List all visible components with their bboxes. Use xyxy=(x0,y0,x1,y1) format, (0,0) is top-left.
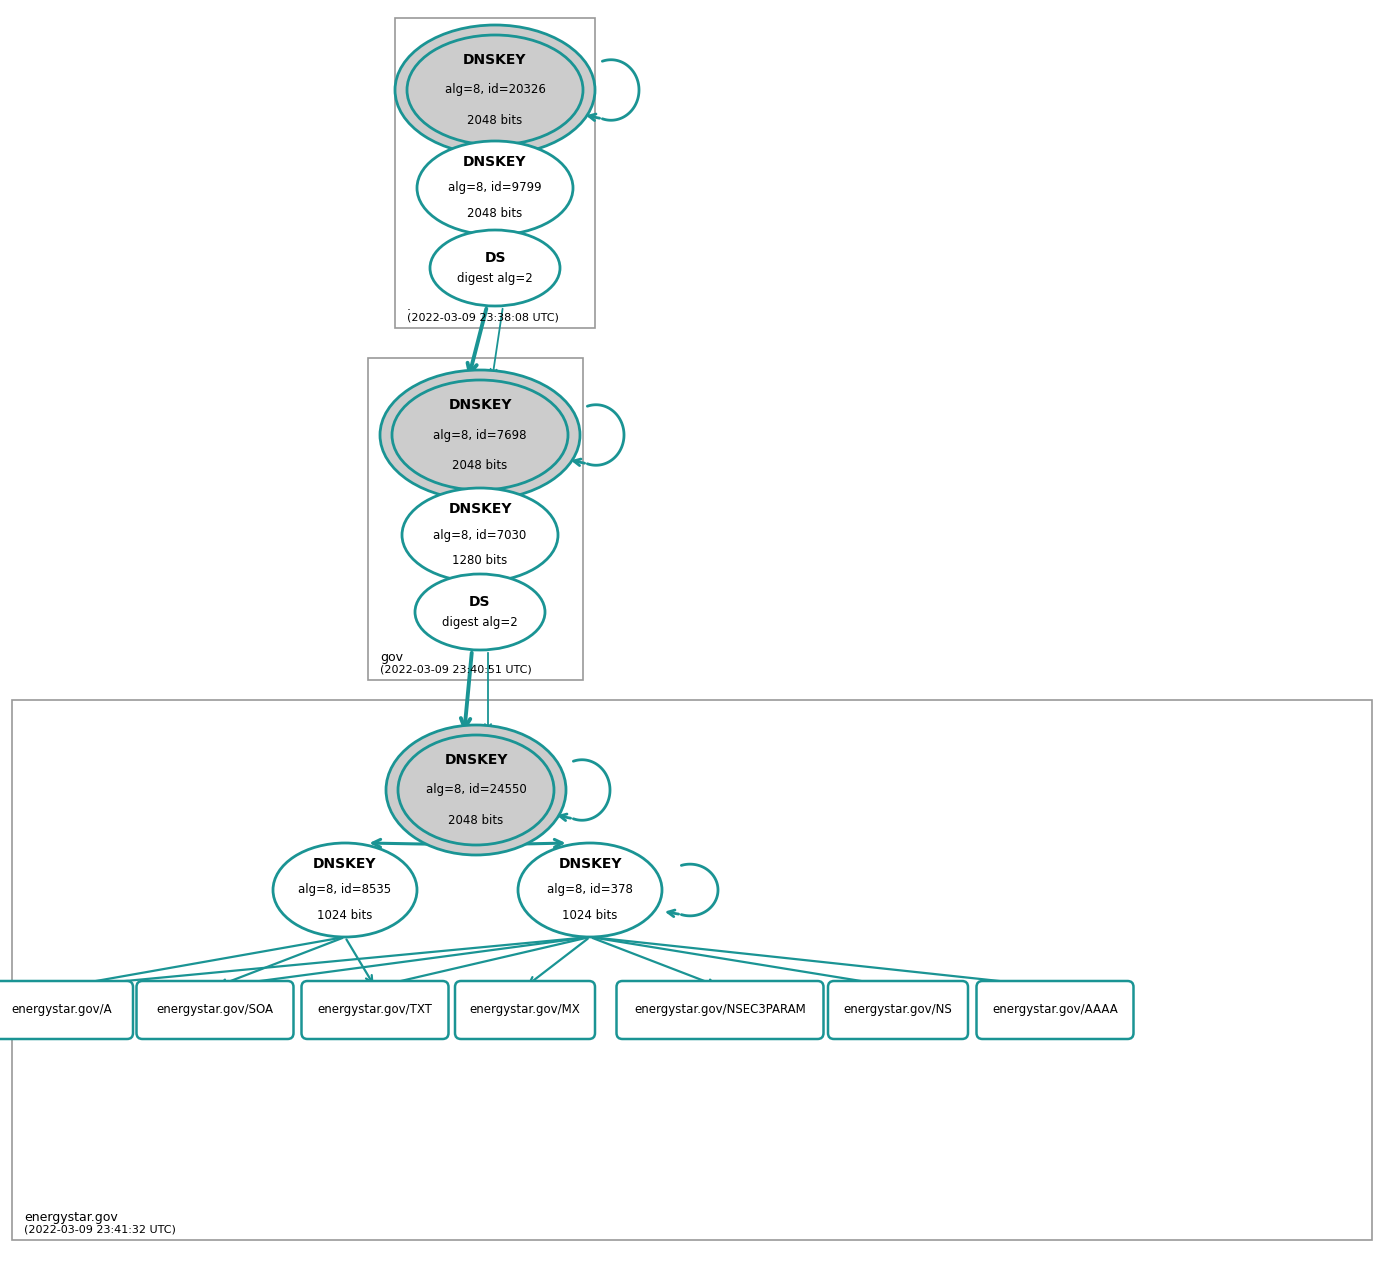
FancyBboxPatch shape xyxy=(13,700,1372,1240)
Text: DS: DS xyxy=(469,594,491,608)
Ellipse shape xyxy=(395,26,595,155)
Ellipse shape xyxy=(273,843,417,937)
Text: alg=8, id=24550: alg=8, id=24550 xyxy=(425,783,526,796)
Text: energystar.gov/NS: energystar.gov/NS xyxy=(844,1003,953,1016)
Ellipse shape xyxy=(416,574,546,651)
Text: energystar.gov: energystar.gov xyxy=(24,1212,118,1224)
Text: energystar.gov/SOA: energystar.gov/SOA xyxy=(157,1003,273,1016)
Text: 2048 bits: 2048 bits xyxy=(448,814,504,827)
Text: 2048 bits: 2048 bits xyxy=(467,114,523,127)
Text: DNSKEY: DNSKEY xyxy=(313,858,376,872)
Ellipse shape xyxy=(381,371,581,500)
Text: DNSKEY: DNSKEY xyxy=(463,155,527,169)
Ellipse shape xyxy=(417,141,574,235)
Text: (2022-03-09 23:38:08 UTC): (2022-03-09 23:38:08 UTC) xyxy=(407,313,558,323)
Text: 2048 bits: 2048 bits xyxy=(467,207,523,220)
Text: DNSKEY: DNSKEY xyxy=(463,52,527,66)
Text: energystar.gov/A: energystar.gov/A xyxy=(11,1003,112,1016)
Text: alg=8, id=378: alg=8, id=378 xyxy=(547,883,632,896)
Text: alg=8, id=7030: alg=8, id=7030 xyxy=(434,529,526,542)
Text: digest alg=2: digest alg=2 xyxy=(442,616,518,629)
Ellipse shape xyxy=(392,380,568,489)
Text: gov: gov xyxy=(381,652,403,665)
FancyBboxPatch shape xyxy=(828,982,968,1039)
Ellipse shape xyxy=(407,35,583,144)
Ellipse shape xyxy=(386,725,567,855)
Text: energystar.gov/NSEC3PARAM: energystar.gov/NSEC3PARAM xyxy=(634,1003,806,1016)
Text: alg=8, id=7698: alg=8, id=7698 xyxy=(434,428,527,441)
Text: alg=8, id=9799: alg=8, id=9799 xyxy=(448,181,541,194)
FancyBboxPatch shape xyxy=(455,982,595,1039)
Text: 1024 bits: 1024 bits xyxy=(562,910,618,923)
Text: 2048 bits: 2048 bits xyxy=(452,459,508,472)
FancyBboxPatch shape xyxy=(368,358,583,680)
FancyBboxPatch shape xyxy=(0,982,133,1039)
Text: 1024 bits: 1024 bits xyxy=(318,910,372,923)
FancyBboxPatch shape xyxy=(302,982,449,1039)
Text: energystar.gov/AAAA: energystar.gov/AAAA xyxy=(992,1003,1118,1016)
Text: energystar.gov/TXT: energystar.gov/TXT xyxy=(318,1003,432,1016)
Text: DNSKEY: DNSKEY xyxy=(448,502,512,516)
Text: alg=8, id=8535: alg=8, id=8535 xyxy=(298,883,392,896)
Text: .: . xyxy=(407,299,411,313)
Text: DNSKEY: DNSKEY xyxy=(445,753,508,767)
Text: DNSKEY: DNSKEY xyxy=(558,858,621,872)
Text: energystar.gov/MX: energystar.gov/MX xyxy=(470,1003,581,1016)
Text: alg=8, id=20326: alg=8, id=20326 xyxy=(445,83,546,97)
Text: (2022-03-09 23:41:32 UTC): (2022-03-09 23:41:32 UTC) xyxy=(24,1226,176,1235)
Ellipse shape xyxy=(397,735,554,845)
Ellipse shape xyxy=(518,843,662,937)
FancyBboxPatch shape xyxy=(395,18,595,328)
FancyBboxPatch shape xyxy=(137,982,294,1039)
Text: 1280 bits: 1280 bits xyxy=(452,555,508,567)
Ellipse shape xyxy=(429,230,560,305)
FancyBboxPatch shape xyxy=(977,982,1133,1039)
Text: digest alg=2: digest alg=2 xyxy=(457,272,533,285)
Text: DS: DS xyxy=(484,250,506,265)
Ellipse shape xyxy=(402,488,558,581)
FancyBboxPatch shape xyxy=(617,982,824,1039)
Text: DNSKEY: DNSKEY xyxy=(448,397,512,412)
Text: (2022-03-09 23:40:51 UTC): (2022-03-09 23:40:51 UTC) xyxy=(381,665,532,675)
